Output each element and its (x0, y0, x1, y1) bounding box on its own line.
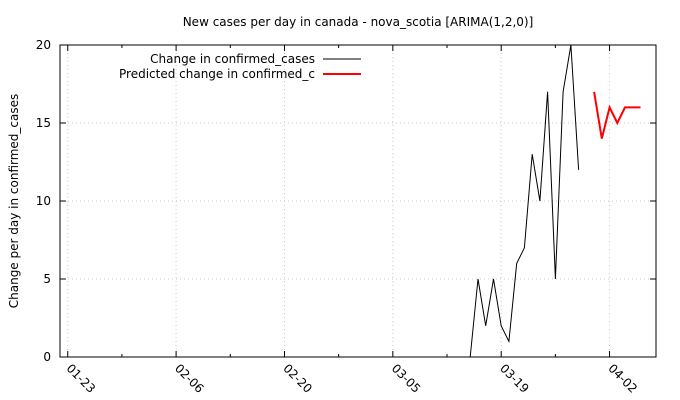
chart-title: New cases per day in canada - nova_scoti… (183, 15, 534, 29)
x-tick-label: 01-23 (64, 361, 99, 396)
y-tick-label: 0 (43, 350, 51, 364)
y-axis-label: Change per day in confirmed_cases (7, 94, 21, 309)
y-tick-label: 15 (36, 116, 51, 130)
series-observed-line (469, 44, 580, 358)
y-tick-label: 5 (43, 272, 51, 286)
x-tick-label: 02-20 (280, 361, 315, 396)
legend-label-predicted: Predicted change in confirmed_c (119, 67, 315, 81)
x-tick-label: 04-02 (605, 361, 640, 396)
legend-label-observed: Change in confirmed_cases (150, 52, 315, 66)
x-tick-label: 02-06 (172, 361, 207, 396)
series-lines (469, 44, 641, 358)
legend: Change in confirmed_cases Predicted chan… (119, 52, 361, 81)
y-tick-label: 10 (36, 194, 51, 208)
plot-frame (59, 44, 657, 358)
x-tick-label: 03-05 (389, 361, 424, 396)
x-tick-label: 03-19 (497, 361, 532, 396)
series-predicted-line (593, 91, 641, 139)
y-tick-label: 20 (36, 38, 51, 52)
grid (60, 44, 656, 358)
